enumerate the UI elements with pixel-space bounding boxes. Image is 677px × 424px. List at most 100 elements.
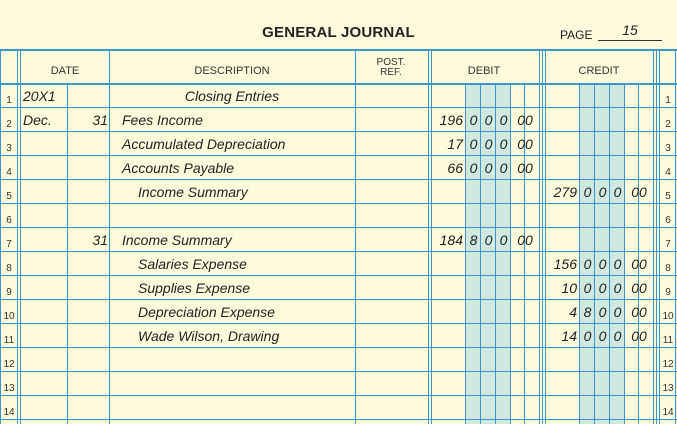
debit-amount-cents: 00 <box>517 232 533 248</box>
line-number-right: 1 <box>665 95 671 106</box>
credit-amount-digit: 0 <box>598 328 607 344</box>
line-number-right: 5 <box>665 191 671 202</box>
credit-thousands-shade <box>579 83 625 424</box>
row-rule <box>0 251 677 252</box>
debit-amount-digit: 0 <box>484 112 493 128</box>
digit-rule <box>594 83 595 424</box>
row-rule <box>0 299 677 300</box>
credit-amount-digit: 0 <box>598 280 607 296</box>
debit-header: DEBIT <box>467 65 501 77</box>
row-rule <box>0 419 677 420</box>
credit-amount-digit: 0 <box>583 184 592 200</box>
line-number-left: 14 <box>3 407 15 418</box>
entry-description: Supplies Expense <box>138 280 251 296</box>
digit-rule <box>609 83 610 424</box>
credit-amount-digit: 0 <box>583 256 592 272</box>
post-ref-header-line1: POST. <box>376 57 406 68</box>
line-number-right: 2 <box>665 119 671 130</box>
line-number-left: 6 <box>6 215 12 226</box>
entry-day: 31 <box>92 112 108 128</box>
credit-amount-cents: 00 <box>631 280 647 296</box>
credit-amount-digit: 0 <box>613 280 622 296</box>
credit-amount-digit: 8 <box>583 304 592 320</box>
line-number-right: 10 <box>662 311 674 322</box>
entry-description: Salaries Expense <box>138 256 247 272</box>
debit-amount-digit: 0 <box>469 112 478 128</box>
line-number-left: 7 <box>6 239 12 250</box>
column-rule <box>17 49 18 424</box>
credit-amount-digit: 0 <box>613 256 622 272</box>
debit-amount-digit: 0 <box>499 160 508 176</box>
column-rule <box>675 49 676 424</box>
entry-description: Accounts Payable <box>122 160 235 176</box>
debit-amount-digit: 0 <box>499 232 508 248</box>
credit-amount-group: 10 <box>561 280 577 296</box>
digit-rule <box>510 83 511 424</box>
line-number-right: 4 <box>665 167 671 178</box>
column-rule <box>656 49 657 424</box>
credit-amount-digit: 0 <box>583 328 592 344</box>
digit-rule <box>480 83 481 424</box>
line-number-right: 14 <box>662 407 674 418</box>
credit-amount-group: 14 <box>561 328 577 344</box>
entry-description: Depreciation Expense <box>138 304 275 320</box>
column-rule <box>431 49 432 424</box>
column-rule <box>20 49 21 424</box>
entry-day: 31 <box>92 232 108 248</box>
line-number-right: 3 <box>665 143 671 154</box>
credit-amount-digit: 0 <box>598 184 607 200</box>
row-rule <box>0 155 677 156</box>
page-number: 15 <box>622 22 638 38</box>
debit-amount-digit: 0 <box>469 160 478 176</box>
column-rule <box>659 49 660 424</box>
credit-amount-digit: 0 <box>598 304 607 320</box>
credit-amount-cents: 00 <box>631 304 647 320</box>
line-number-left: 2 <box>6 119 12 130</box>
credit-amount-group: 4 <box>569 304 577 320</box>
credit-header: CREDIT <box>578 65 620 77</box>
description-header: DESCRIPTION <box>194 65 270 77</box>
column-rule <box>653 49 654 424</box>
line-number-left: 4 <box>6 167 12 178</box>
line-number-left: 9 <box>6 287 12 298</box>
row-rule <box>0 107 677 108</box>
debit-thousands-shade <box>465 83 511 424</box>
line-number-right: 8 <box>665 263 671 274</box>
header-bottom-rule <box>0 83 677 85</box>
digit-rule <box>624 83 625 424</box>
credit-amount-digit: 0 <box>598 256 607 272</box>
debit-amount-digit: 0 <box>484 160 493 176</box>
credit-amount-digit: 0 <box>613 304 622 320</box>
digit-rule <box>465 83 466 424</box>
row-rule <box>0 203 677 204</box>
line-number-left: 10 <box>3 311 15 322</box>
page-label: PAGE <box>560 28 593 42</box>
entry-description: Fees Income <box>122 112 203 128</box>
entry-month: Dec. <box>23 112 52 128</box>
credit-amount-cents: 00 <box>631 328 647 344</box>
row-rule <box>0 395 677 396</box>
credit-amount-cents: 00 <box>631 184 647 200</box>
debit-amount-group: 196 <box>439 112 463 128</box>
row-rule <box>0 323 677 324</box>
line-number-right: 13 <box>662 383 674 394</box>
row-rule <box>0 275 677 276</box>
row-rule <box>0 179 677 180</box>
line-number-left: 5 <box>6 191 12 202</box>
line-number-right: 6 <box>665 215 671 226</box>
date-header: DATE <box>50 65 80 77</box>
debit-amount-digit: 8 <box>469 232 478 248</box>
debit-amount-digit: 0 <box>484 136 493 152</box>
line-number-right: 7 <box>665 239 671 250</box>
journal-title: GENERAL JOURNAL <box>262 24 415 41</box>
column-rule <box>428 49 429 424</box>
row-rule <box>0 347 677 348</box>
credit-amount-cents: 00 <box>631 256 647 272</box>
entry-description: Wade Wilson, Drawing <box>138 328 280 344</box>
line-number-left: 13 <box>3 383 15 394</box>
line-number-right: 9 <box>665 287 671 298</box>
row-rule <box>0 131 677 132</box>
column-rule <box>355 49 356 424</box>
digit-rule <box>579 83 580 424</box>
